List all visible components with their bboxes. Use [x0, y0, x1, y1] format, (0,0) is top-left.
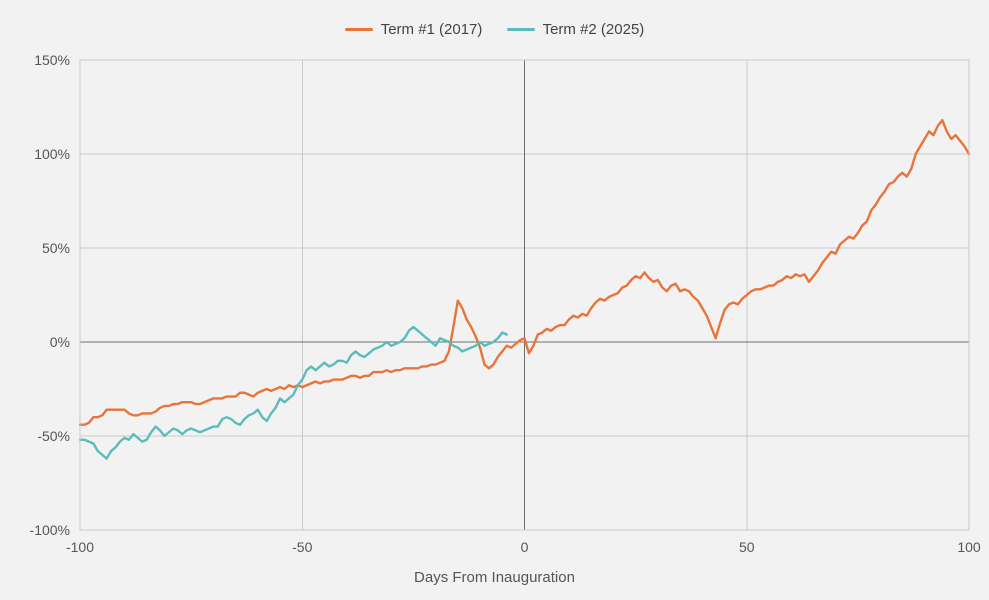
chart-container: Term #1 (2017) Term #2 (2025) -100% -50% 0…: [0, 0, 989, 600]
series-line: [80, 327, 507, 459]
chart-svg: -100% -50% 0% 50% 100% 150% -100 -50 0 50 100: [0, 0, 989, 600]
svg-text:0: 0: [521, 539, 529, 555]
svg-text:0%: 0%: [50, 334, 70, 350]
legend-item-term1: Term #1 (2017): [345, 21, 483, 38]
legend-label-term1: Term #1 (2017): [381, 21, 483, 38]
svg-text:100: 100: [957, 539, 981, 555]
legend-label-term2: Term #2 (2025): [543, 21, 645, 38]
legend-swatch-term2: [507, 28, 535, 31]
legend: Term #1 (2017) Term #2 (2025): [0, 18, 989, 38]
svg-text:-100%: -100%: [30, 522, 70, 538]
legend-item-term2: Term #2 (2025): [507, 21, 645, 38]
legend-swatch-term1: [345, 28, 373, 31]
x-axis-label: Days From Inauguration: [0, 569, 989, 586]
svg-text:50%: 50%: [42, 240, 70, 256]
svg-text:50: 50: [739, 539, 755, 555]
svg-text:-100: -100: [66, 539, 94, 555]
svg-text:150%: 150%: [34, 52, 70, 68]
svg-text:-50%: -50%: [37, 428, 70, 444]
svg-text:-50: -50: [292, 539, 312, 555]
svg-text:100%: 100%: [34, 146, 70, 162]
